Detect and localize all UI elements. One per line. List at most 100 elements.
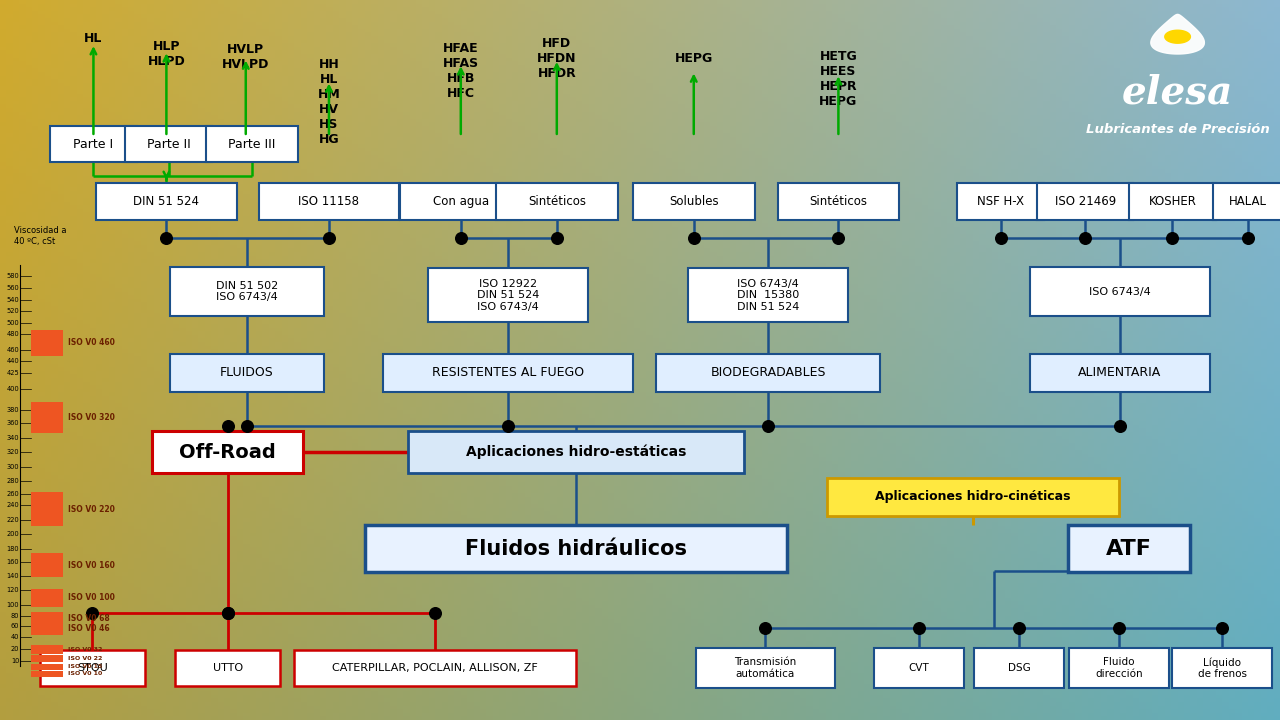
Point <box>1110 420 1130 432</box>
FancyBboxPatch shape <box>1213 183 1280 220</box>
Point <box>828 232 849 243</box>
Bar <box>31 671 63 677</box>
Text: 520: 520 <box>6 308 19 314</box>
Text: 260: 260 <box>6 491 19 497</box>
FancyBboxPatch shape <box>384 354 634 392</box>
FancyBboxPatch shape <box>428 269 589 323</box>
FancyBboxPatch shape <box>175 650 280 686</box>
FancyBboxPatch shape <box>170 267 324 316</box>
Text: HEPG: HEPG <box>675 52 713 65</box>
Text: 440: 440 <box>6 359 19 364</box>
Bar <box>31 553 63 577</box>
Bar <box>31 645 63 654</box>
Point <box>909 622 929 634</box>
Text: STOU: STOU <box>77 663 108 673</box>
Text: 460: 460 <box>6 347 19 353</box>
Text: UTTO: UTTO <box>212 663 243 673</box>
FancyBboxPatch shape <box>1069 648 1169 688</box>
Bar <box>31 655 63 662</box>
Text: CVT: CVT <box>909 663 929 673</box>
Point <box>1238 232 1258 243</box>
Text: HLP
HLPD: HLP HLPD <box>147 40 186 68</box>
Text: 340: 340 <box>6 435 19 441</box>
Text: RESISTENTES AL FUEGO: RESISTENTES AL FUEGO <box>433 366 584 379</box>
FancyBboxPatch shape <box>1030 267 1210 316</box>
Text: DIN 51 502
ISO 6743/4: DIN 51 502 ISO 6743/4 <box>216 281 278 302</box>
Bar <box>31 492 63 526</box>
FancyBboxPatch shape <box>170 354 324 392</box>
Text: ISO 21469: ISO 21469 <box>1055 195 1116 208</box>
FancyBboxPatch shape <box>152 431 303 473</box>
Text: 220: 220 <box>6 517 19 523</box>
Polygon shape <box>1151 14 1204 54</box>
FancyBboxPatch shape <box>657 354 881 392</box>
FancyBboxPatch shape <box>696 648 835 688</box>
Text: ISO 11158: ISO 11158 <box>298 195 360 208</box>
Text: 60: 60 <box>10 624 19 629</box>
FancyBboxPatch shape <box>974 648 1064 688</box>
Text: 425: 425 <box>6 370 19 376</box>
FancyBboxPatch shape <box>778 183 900 220</box>
Point <box>755 622 776 634</box>
Text: HALAL: HALAL <box>1229 195 1267 208</box>
Point <box>156 232 177 243</box>
Text: Transmisión
automática: Transmisión automática <box>735 657 796 679</box>
Text: ISO V0 32: ISO V0 32 <box>68 647 102 652</box>
Text: ISO V0 460: ISO V0 460 <box>68 338 115 347</box>
Text: 300: 300 <box>6 464 19 469</box>
Text: HH
HL
HM
HV
HS
HG: HH HL HM HV HS HG <box>317 58 340 145</box>
Text: Sintéticos: Sintéticos <box>809 195 868 208</box>
Text: 80: 80 <box>10 613 19 618</box>
Text: 100: 100 <box>6 602 19 608</box>
Text: FLUIDOS: FLUIDOS <box>220 366 274 379</box>
Point <box>451 232 471 243</box>
Text: Aplicaciones hidro-cinéticas: Aplicaciones hidro-cinéticas <box>876 490 1070 503</box>
Point <box>425 608 445 619</box>
FancyBboxPatch shape <box>827 478 1119 516</box>
Text: Aplicaciones hidro-estáticas: Aplicaciones hidro-estáticas <box>466 445 686 459</box>
Point <box>991 232 1011 243</box>
Text: 180: 180 <box>6 546 19 552</box>
Text: Lubricantes de Precisión: Lubricantes de Precisión <box>1085 123 1270 136</box>
Text: ALIMENTARIA: ALIMENTARIA <box>1078 366 1162 379</box>
Text: Parte I: Parte I <box>73 138 114 150</box>
Bar <box>31 612 63 635</box>
FancyBboxPatch shape <box>365 526 787 572</box>
Text: 540: 540 <box>6 297 19 302</box>
Text: 380: 380 <box>6 408 19 413</box>
Point <box>1009 622 1029 634</box>
FancyBboxPatch shape <box>50 126 137 162</box>
Text: ISO V0 22: ISO V0 22 <box>68 657 102 661</box>
FancyBboxPatch shape <box>1038 183 1134 220</box>
Text: Solubles: Solubles <box>669 195 718 208</box>
Text: 360: 360 <box>6 420 19 426</box>
Text: Fluidos hidráulicos: Fluidos hidráulicos <box>465 539 687 559</box>
Point <box>1162 232 1183 243</box>
Text: HFAE
HFAS
HFB
HFC: HFAE HFAS HFB HFC <box>443 42 479 100</box>
Polygon shape <box>1165 30 1190 43</box>
Text: 480: 480 <box>6 331 19 337</box>
Point <box>218 420 238 432</box>
Text: Viscosidad a
40 ºC, cSt: Viscosidad a 40 ºC, cSt <box>14 227 67 246</box>
Point <box>1212 622 1233 634</box>
Text: ISO V0 10: ISO V0 10 <box>68 672 102 676</box>
FancyBboxPatch shape <box>294 650 576 686</box>
Point <box>237 420 257 432</box>
FancyBboxPatch shape <box>634 183 755 220</box>
Point <box>319 232 339 243</box>
Bar <box>31 664 63 670</box>
Text: HL: HL <box>84 32 102 45</box>
Text: KOSHER: KOSHER <box>1148 195 1197 208</box>
Text: 280: 280 <box>6 478 19 484</box>
Text: Parte III: Parte III <box>228 138 276 150</box>
Text: ATF: ATF <box>1106 539 1152 559</box>
Text: 20: 20 <box>10 647 19 652</box>
Text: 10: 10 <box>10 658 19 664</box>
Text: ISO 12922
DIN 51 524
ISO 6743/4: ISO 12922 DIN 51 524 ISO 6743/4 <box>477 279 539 312</box>
Text: DSG: DSG <box>1007 663 1030 673</box>
Text: HFD
HFDN
HFDR: HFD HFDN HFDR <box>538 37 576 81</box>
FancyBboxPatch shape <box>957 183 1044 220</box>
Text: 500: 500 <box>6 320 19 325</box>
Text: Sintéticos: Sintéticos <box>527 195 586 208</box>
Text: 240: 240 <box>6 503 19 508</box>
